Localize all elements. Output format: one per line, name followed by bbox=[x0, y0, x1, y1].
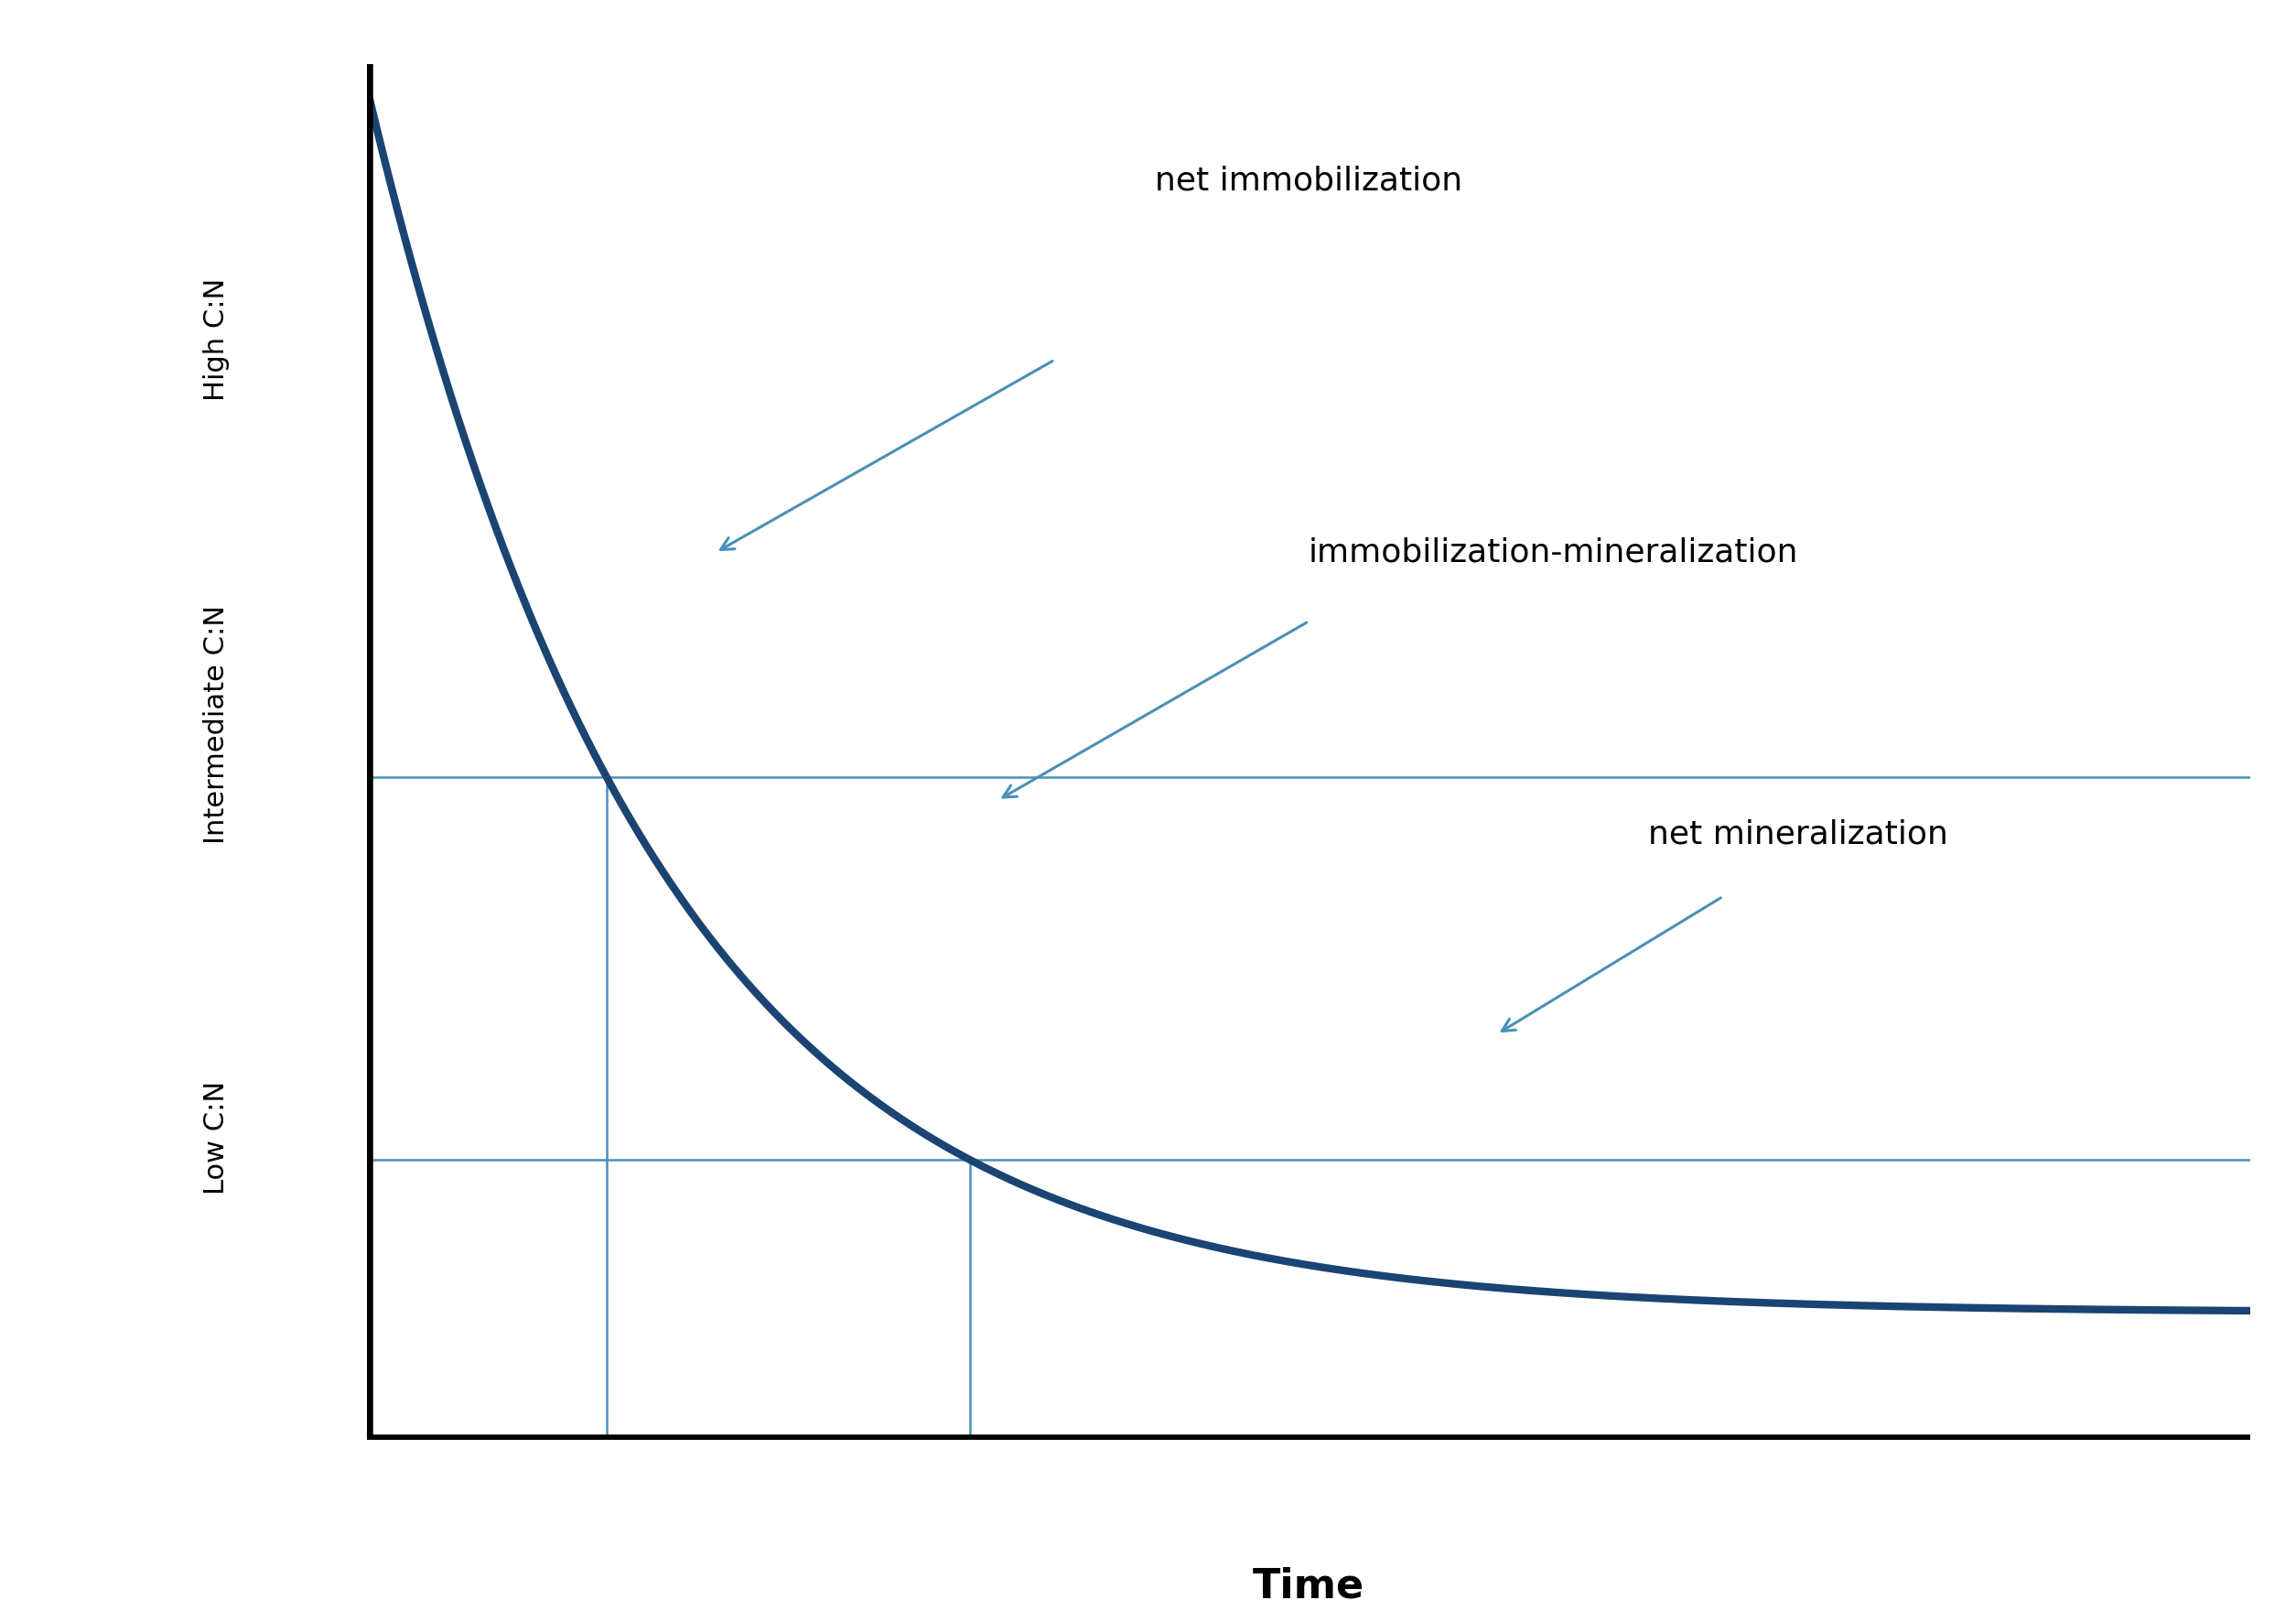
Text: net mineralization: net mineralization bbox=[1649, 819, 1949, 850]
Text: High C:N: High C:N bbox=[204, 278, 230, 400]
Text: net immobilization: net immobilization bbox=[1155, 165, 1463, 197]
Text: Time: Time bbox=[1254, 1566, 1364, 1600]
Text: Low C:N: Low C:N bbox=[204, 1080, 230, 1194]
Text: immobilization-mineralization: immobilization-mineralization bbox=[1309, 538, 1798, 568]
Text: Intermediate C:N: Intermediate C:N bbox=[204, 605, 230, 843]
